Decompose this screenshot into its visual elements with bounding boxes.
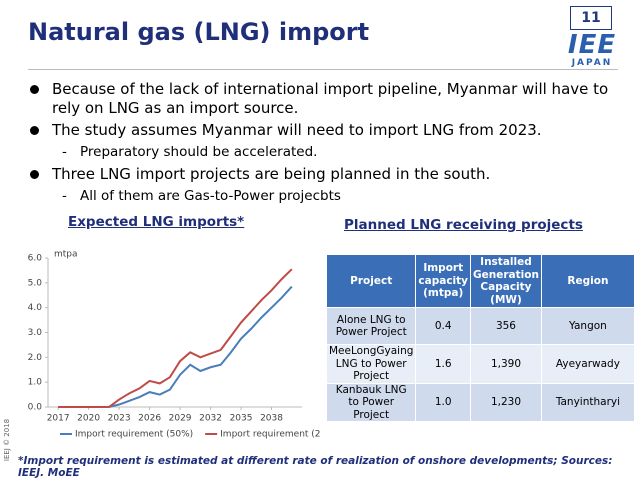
table-row: MeeLongGyaing LNG to Power Project 1.6 1,3… (325, 344, 635, 384)
table-row: Kanbauk LNG to Power Project 1.0 1,230 Tany… (325, 382, 635, 422)
y-unit: mtpa (54, 250, 78, 260)
header-cell: Region (540, 254, 635, 308)
title-rule (28, 69, 618, 70)
slide-title: Natural gas (LNG) import (28, 18, 370, 46)
y-tick-label: 2.0 (28, 353, 43, 363)
table-row: Alone LNG to Power Project 0.4 356 Yangon (325, 307, 635, 345)
y-tick-label: 1.0 (28, 378, 43, 388)
y-tick-label: 6.0 (28, 254, 43, 264)
x-tick-label: 2023 (108, 414, 131, 424)
x-tick-label: 2032 (199, 414, 222, 424)
bullet: Because of the lack of international imp… (28, 80, 618, 118)
x-tick-label: 2035 (230, 414, 253, 424)
x-tick-label: 2020 (77, 414, 100, 424)
legend-label: Import requirement (25%) (220, 430, 320, 440)
header-cell: Installed Generation Capacity (MW) (470, 254, 542, 308)
bullet: The study assumes Myanmar will need to i… (28, 121, 618, 140)
table-cell: 1,390 (470, 344, 542, 384)
bullet-list: Because of the lack of international imp… (28, 80, 618, 209)
table-cell: Alone LNG to Power Project (325, 307, 417, 345)
x-tick-label: 2017 (47, 414, 70, 424)
table-cell: 356 (470, 307, 542, 345)
x-tick-label: 2029 (169, 414, 192, 424)
page-number: 11 (570, 6, 612, 30)
table-cell: Tanyintharyi (540, 382, 635, 422)
projects-table: Project Import capacity (mtpa) Installed G… (325, 254, 635, 422)
y-tick-label: 3.0 (28, 328, 43, 338)
sub-bullet: All of them are Gas-to-Power projecbts (28, 187, 618, 206)
table-cell: 1.6 (415, 344, 472, 384)
header-cell: Import capacity (mtpa) (415, 254, 472, 308)
table-cell: MeeLongGyaing LNG to Power Project (325, 344, 417, 384)
x-tick-label: 2038 (260, 414, 283, 424)
copyright: IEEJ © 2018 (3, 418, 12, 462)
bullet: Three LNG import projects are being plan… (28, 165, 618, 184)
logo-main: IEE (567, 30, 617, 60)
sub-bullet: Preparatory should be accelerated. (28, 143, 618, 162)
table-cell: Yangon (540, 307, 635, 345)
y-tick-label: 5.0 (28, 278, 43, 288)
y-tick-label: 0.0 (28, 403, 43, 413)
table-cell: 0.4 (415, 307, 472, 345)
table-cell: 1,230 (470, 382, 542, 422)
header-cell: Project (325, 254, 417, 308)
table-cell: Kanbauk LNG to Power Project (325, 382, 417, 422)
footnote: *Import requirement is estimated at diff… (18, 455, 613, 479)
logo: IEE JAPAN (566, 32, 618, 68)
legend-label: Import requirement (50%) (75, 430, 193, 440)
x-tick-label: 2026 (138, 414, 161, 424)
chart-heading: Expected LNG imports* (68, 214, 245, 230)
chart: mtpa 0.0 1.0 2.0 3.0 4.0 5.0 6.0 2017 2020 2023 202… (28, 250, 320, 440)
table-header: Project Import capacity (mtpa) Installed G… (325, 254, 635, 308)
table-cell: 1.0 (415, 382, 472, 422)
table-heading: Planned LNG receiving projects (344, 217, 583, 233)
y-tick-label: 4.0 (28, 303, 43, 313)
table-cell: Ayeyarwady (540, 344, 635, 384)
logo-sub: JAPAN (571, 58, 613, 68)
series-line (58, 268, 293, 408)
